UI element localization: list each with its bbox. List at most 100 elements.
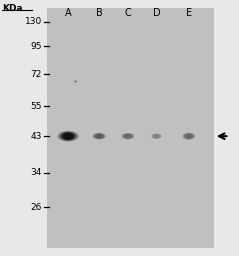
Ellipse shape: [92, 133, 107, 140]
Ellipse shape: [60, 132, 76, 140]
Ellipse shape: [93, 133, 105, 139]
Ellipse shape: [59, 132, 77, 141]
Ellipse shape: [181, 132, 197, 140]
Text: 130: 130: [25, 17, 42, 26]
Ellipse shape: [184, 133, 194, 139]
Ellipse shape: [57, 131, 79, 142]
Text: B: B: [96, 8, 103, 18]
Ellipse shape: [92, 133, 106, 140]
Text: C: C: [125, 8, 131, 18]
Ellipse shape: [63, 133, 73, 140]
Ellipse shape: [183, 133, 195, 139]
Ellipse shape: [62, 133, 75, 140]
Ellipse shape: [121, 133, 134, 139]
Ellipse shape: [153, 134, 160, 138]
Ellipse shape: [152, 134, 161, 138]
Text: KDa: KDa: [2, 4, 23, 13]
Ellipse shape: [152, 134, 161, 138]
Ellipse shape: [58, 131, 78, 141]
Ellipse shape: [62, 133, 74, 140]
Ellipse shape: [182, 133, 195, 140]
Ellipse shape: [185, 134, 193, 139]
Ellipse shape: [185, 134, 192, 138]
Ellipse shape: [152, 134, 161, 138]
Text: E: E: [186, 8, 192, 18]
Ellipse shape: [152, 134, 162, 139]
Ellipse shape: [123, 134, 133, 139]
Ellipse shape: [93, 133, 106, 139]
Ellipse shape: [58, 131, 78, 141]
Text: D: D: [153, 8, 160, 18]
Ellipse shape: [123, 134, 133, 139]
Ellipse shape: [60, 132, 76, 141]
Ellipse shape: [61, 132, 76, 140]
Ellipse shape: [151, 133, 162, 139]
Ellipse shape: [151, 133, 163, 139]
Ellipse shape: [95, 134, 103, 138]
Ellipse shape: [95, 134, 103, 138]
Ellipse shape: [181, 132, 197, 140]
Ellipse shape: [184, 133, 194, 139]
Ellipse shape: [183, 133, 194, 139]
Ellipse shape: [121, 133, 135, 139]
Ellipse shape: [152, 134, 161, 138]
Ellipse shape: [181, 133, 196, 140]
Ellipse shape: [182, 133, 196, 140]
Ellipse shape: [94, 134, 104, 139]
Ellipse shape: [181, 133, 196, 140]
Ellipse shape: [182, 133, 196, 140]
Ellipse shape: [60, 132, 76, 141]
Ellipse shape: [149, 133, 164, 139]
Ellipse shape: [92, 133, 106, 140]
Text: 43: 43: [30, 132, 42, 141]
Ellipse shape: [93, 133, 105, 139]
Ellipse shape: [96, 134, 103, 138]
Ellipse shape: [184, 133, 194, 139]
Ellipse shape: [120, 133, 136, 140]
Ellipse shape: [124, 134, 131, 138]
Ellipse shape: [61, 132, 75, 140]
Text: 55: 55: [30, 102, 42, 111]
Text: 26: 26: [30, 203, 42, 212]
Ellipse shape: [150, 133, 163, 139]
Ellipse shape: [120, 133, 136, 140]
Ellipse shape: [57, 131, 79, 142]
Ellipse shape: [123, 134, 133, 139]
Ellipse shape: [91, 133, 107, 140]
Text: 95: 95: [30, 41, 42, 51]
Ellipse shape: [153, 134, 160, 138]
Ellipse shape: [151, 134, 162, 139]
Ellipse shape: [59, 132, 77, 141]
Text: 72: 72: [30, 70, 42, 79]
Ellipse shape: [153, 134, 160, 138]
Ellipse shape: [185, 134, 193, 138]
Ellipse shape: [63, 133, 74, 140]
Ellipse shape: [124, 134, 132, 138]
Ellipse shape: [183, 133, 195, 139]
Ellipse shape: [93, 133, 105, 139]
Ellipse shape: [185, 134, 193, 139]
Ellipse shape: [92, 133, 107, 140]
Ellipse shape: [150, 133, 163, 139]
Ellipse shape: [95, 134, 104, 139]
Ellipse shape: [153, 134, 160, 138]
Ellipse shape: [61, 132, 75, 140]
Bar: [47, 8, 214, 248]
Ellipse shape: [122, 133, 134, 139]
Ellipse shape: [122, 133, 133, 139]
Ellipse shape: [94, 134, 104, 139]
Bar: [0, 0, 47, 256]
Ellipse shape: [150, 133, 163, 139]
Ellipse shape: [150, 133, 163, 139]
Ellipse shape: [120, 133, 136, 140]
Ellipse shape: [59, 132, 77, 141]
Ellipse shape: [122, 133, 134, 139]
Text: 34: 34: [30, 168, 42, 177]
Ellipse shape: [182, 133, 196, 140]
Ellipse shape: [184, 134, 193, 139]
Ellipse shape: [150, 133, 163, 139]
Ellipse shape: [58, 131, 78, 141]
Ellipse shape: [152, 134, 161, 139]
Ellipse shape: [124, 134, 132, 138]
Ellipse shape: [120, 133, 135, 140]
